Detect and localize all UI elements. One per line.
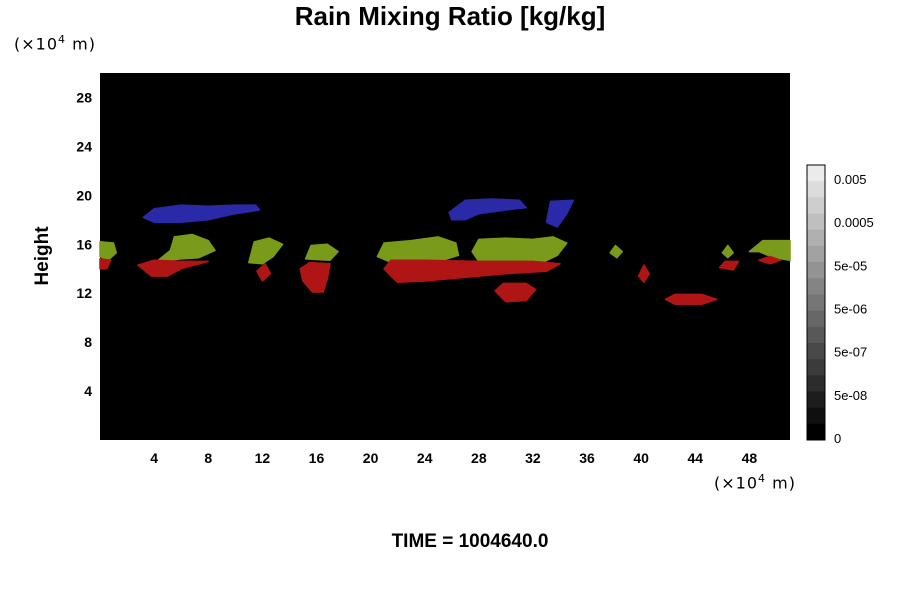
colorbar-level: [807, 197, 825, 214]
data-region-11: [748, 239, 791, 261]
colorbar-level: [807, 359, 825, 376]
colorbar-level: [807, 391, 825, 409]
colorbar-tick-label: 5e-06: [834, 302, 867, 317]
data-region-12: [99, 258, 112, 270]
data-region-17: [494, 282, 537, 303]
y-tick-label: 16: [76, 236, 92, 252]
x-tick-label: 20: [363, 450, 379, 466]
colorbar-level: [807, 181, 825, 198]
colorbar-level: [807, 165, 825, 182]
data-region-19: [664, 293, 718, 305]
colorbar: 0.005 0.0005 5e-05 5e-06 5e-07 5e-08 0: [806, 164, 874, 446]
x-unit-tail: m): [766, 473, 796, 493]
x-tick-label: 8: [204, 450, 212, 466]
colorbar-frame: [806, 164, 826, 441]
colorbar-level: [807, 310, 825, 328]
x-axis-ticks: 4 8 12 16 20 24 28 32 36 40 44 48: [150, 450, 757, 466]
y-tick-label: 24: [76, 138, 92, 154]
colorbar-level: [807, 278, 825, 295]
colorbar-level: [807, 423, 825, 441]
colorbar-tick-label: 5e-08: [834, 388, 867, 403]
colorbar-level: [807, 375, 825, 392]
y-axis-ticks: 4 8 12 16 20 24 28: [76, 89, 92, 399]
colorbar-level: [807, 213, 825, 231]
x-tick-label: 16: [309, 450, 325, 466]
time-label: TIME = 1004640.0: [391, 531, 549, 552]
colorbar-level: [807, 326, 825, 344]
data-region-15: [299, 261, 331, 293]
colorbar-level: [807, 262, 825, 279]
y-tick-label: 28: [76, 89, 92, 105]
data-region-20: [718, 260, 740, 271]
x-axis-unit: (×104 m): [714, 472, 796, 492]
x-tick-label: 40: [633, 450, 649, 466]
x-tick-label: 36: [579, 450, 595, 466]
data-region-21: [758, 255, 782, 265]
data-region-9: [609, 244, 623, 259]
colorbar-tick-label: 0: [834, 431, 841, 446]
colorbar-level: [807, 342, 825, 360]
data-region-10: [721, 244, 734, 259]
data-region-4: [156, 233, 216, 263]
colorbar-level: [807, 294, 825, 311]
colorbar-tick-label: 0.005: [834, 172, 867, 187]
precipitation-regions: [99, 198, 791, 305]
y-axis-label: Height: [32, 226, 53, 286]
data-region-2: [545, 199, 575, 228]
y-tick-label: 4: [84, 383, 92, 399]
data-region-13: [137, 259, 209, 277]
data-region-16: [383, 259, 561, 283]
x-tick-label: 12: [255, 450, 271, 466]
y-unit-tail: m): [66, 34, 96, 54]
data-region-18: [637, 264, 651, 283]
y-tick-label: 8: [84, 334, 92, 350]
colorbar-level: [807, 407, 825, 425]
data-region-6: [304, 243, 339, 261]
y-axis-unit: (×104 m): [14, 33, 96, 53]
colorbar-level: [807, 245, 825, 263]
x-unit-base: (×10: [714, 473, 759, 493]
data-region-1: [448, 198, 527, 221]
y-unit-exponent: 4: [58, 33, 67, 46]
y-tick-label: 20: [76, 187, 92, 203]
colorbar-tick-label: 5e-07: [834, 345, 867, 360]
colorbar-tick-label: 5e-05: [834, 258, 867, 273]
x-tick-label: 44: [688, 450, 704, 466]
x-tick-label: 48: [742, 450, 758, 466]
x-tick-label: 24: [417, 450, 433, 466]
data-region-14: [256, 263, 272, 282]
colorbar-level: [807, 229, 825, 247]
chart-title: Rain Mixing Ratio [kg/kg]: [294, 1, 606, 31]
y-tick-label: 12: [76, 285, 92, 301]
y-unit-base: (×10: [14, 34, 59, 54]
data-region-0: [142, 204, 261, 223]
data-region-5: [248, 237, 284, 265]
x-tick-label: 28: [471, 450, 487, 466]
x-tick-label: 32: [525, 450, 541, 466]
x-tick-label: 4: [150, 450, 158, 466]
colorbar-tick-label: 0.0005: [834, 215, 874, 230]
x-unit-exponent: 4: [758, 472, 767, 485]
